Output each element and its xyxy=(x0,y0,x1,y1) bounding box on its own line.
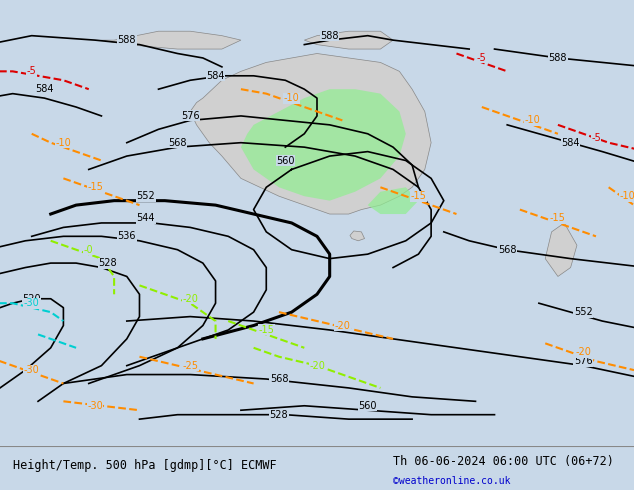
Text: 560: 560 xyxy=(276,155,295,166)
Text: -0: -0 xyxy=(84,245,94,255)
Polygon shape xyxy=(545,223,577,276)
Text: -15: -15 xyxy=(410,191,427,201)
Text: -20: -20 xyxy=(575,347,592,357)
Text: 584: 584 xyxy=(206,71,225,81)
Text: 584: 584 xyxy=(35,84,54,94)
Text: 588: 588 xyxy=(548,53,567,63)
Text: 528: 528 xyxy=(269,410,288,420)
Polygon shape xyxy=(101,31,241,49)
Polygon shape xyxy=(350,231,365,241)
Text: 568: 568 xyxy=(168,138,187,147)
Text: 576: 576 xyxy=(181,111,200,121)
Text: -10: -10 xyxy=(620,191,634,201)
Text: 520: 520 xyxy=(22,294,41,304)
Text: Height/Temp. 500 hPa [gdmp][°C] ECMWF: Height/Temp. 500 hPa [gdmp][°C] ECMWF xyxy=(13,459,276,472)
Text: -15: -15 xyxy=(258,325,275,335)
Text: -10: -10 xyxy=(56,138,71,147)
Text: -30: -30 xyxy=(24,298,39,308)
Text: 552: 552 xyxy=(574,307,593,317)
Text: 528: 528 xyxy=(98,258,117,268)
Text: Th 06-06-2024 06:00 UTC (06+72): Th 06-06-2024 06:00 UTC (06+72) xyxy=(393,455,614,468)
Text: -30: -30 xyxy=(24,365,39,375)
Text: 588: 588 xyxy=(320,31,339,41)
Text: -15: -15 xyxy=(550,214,566,223)
Text: -30: -30 xyxy=(87,401,103,411)
Polygon shape xyxy=(304,31,393,49)
Text: -10: -10 xyxy=(284,93,299,103)
Text: -20: -20 xyxy=(309,361,325,370)
Text: -10: -10 xyxy=(525,115,540,125)
Polygon shape xyxy=(241,89,406,201)
Text: 576: 576 xyxy=(574,356,593,366)
Text: -5: -5 xyxy=(477,53,487,63)
Text: 544: 544 xyxy=(136,214,155,223)
Text: 536: 536 xyxy=(117,231,136,242)
Text: 588: 588 xyxy=(117,35,136,45)
Polygon shape xyxy=(190,53,431,214)
Polygon shape xyxy=(368,187,418,214)
Text: 560: 560 xyxy=(358,401,377,411)
Text: 584: 584 xyxy=(561,138,580,147)
Text: 552: 552 xyxy=(136,191,155,201)
Text: -20: -20 xyxy=(334,320,351,331)
Text: ©weatheronline.co.uk: ©weatheronline.co.uk xyxy=(393,476,510,486)
Text: -5: -5 xyxy=(27,66,37,76)
Text: -15: -15 xyxy=(87,182,103,192)
Text: -20: -20 xyxy=(182,294,198,304)
Text: 568: 568 xyxy=(498,245,517,255)
Text: -25: -25 xyxy=(182,361,198,370)
Text: -5: -5 xyxy=(591,133,601,143)
Text: 568: 568 xyxy=(269,374,288,384)
